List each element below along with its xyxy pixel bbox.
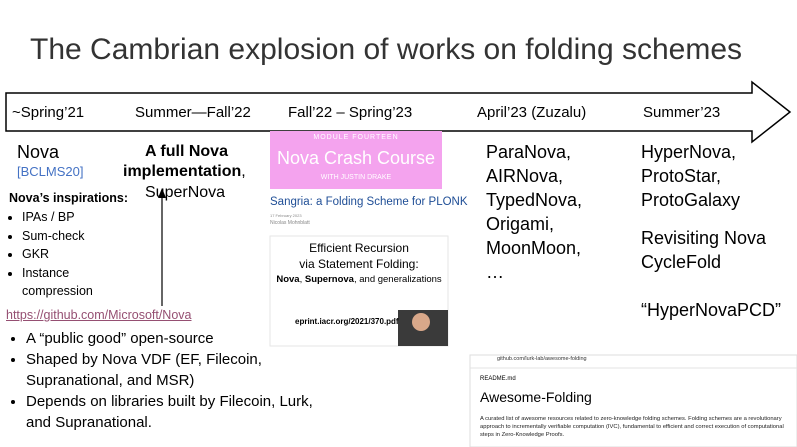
- nova: Nova: [17, 142, 60, 162]
- repo-shot: [469, 354, 797, 447]
- list: IPAs / BP Sum-check GKR Instance compres…: [8, 208, 122, 301]
- work: ProtoGalaxy: [641, 190, 741, 210]
- pointer-head: [158, 188, 166, 198]
- summer: HyperNova, ProtoStar, ProtoGalaxy Revisi…: [641, 140, 781, 322]
- period: Fall’22 – Spring’23: [288, 104, 413, 121]
- item: Depends on libraries built by Filecoin, …: [26, 391, 316, 433]
- period: April’23 (Zuzalu): [477, 104, 587, 121]
- repo-heading: Awesome-Folding: [480, 389, 592, 405]
- work: MoonMoon,: [486, 238, 582, 258]
- repo-desc: A curated list of awesome resources rela…: [480, 416, 784, 438]
- title: The Cambrian explosion of works on foldi…: [30, 33, 743, 66]
- period: Summer’23: [643, 104, 721, 121]
- paper: Efficient Recursion via Statement Foldin…: [270, 240, 448, 288]
- paper-line: Efficient Recursion: [309, 241, 409, 255]
- repo-url: github.com/lurk-lab/awesome-folding: [497, 356, 587, 362]
- s: , and generalizations: [353, 274, 442, 285]
- timeline-arrow: [5, 80, 792, 144]
- item: Shaped by Nova VDF (EF, Filecoin, Supran…: [26, 349, 316, 391]
- list: A “public good” open-source Shaped by No…: [6, 328, 316, 433]
- work: ParaNova,: [486, 142, 572, 162]
- impl-bold: implementation: [123, 163, 242, 180]
- sangria: Sangria: a Folding Scheme for PLONK: [270, 196, 468, 208]
- host: WITH JUSTIN DRAKE: [320, 174, 392, 181]
- paper-line: Nova, Supernova, and generalizations: [270, 272, 448, 288]
- course-banner: [270, 131, 442, 189]
- item: GKR: [22, 245, 122, 264]
- impl-rest: ,: [241, 163, 246, 180]
- period: ~Spring’21: [12, 104, 85, 121]
- course: Nova Crash Course: [276, 148, 436, 168]
- link[interactable]: https://github.com/Microsoft/Nova: [6, 308, 192, 322]
- period: Summer—Fall’22: [135, 104, 251, 121]
- work: Origami,: [486, 214, 555, 234]
- supernova: SuperNova: [145, 184, 226, 201]
- work: CycleFold: [641, 252, 722, 272]
- file: README.md: [480, 376, 516, 382]
- heading: Nova’s inspirations:: [9, 191, 129, 205]
- work: ProtoStar,: [641, 166, 722, 186]
- zuzalu: ParaNova, AIRNova, TypedNova, Origami, M…: [486, 140, 582, 284]
- impl: implementation,: [123, 163, 246, 181]
- paper-line: via Statement Folding:: [299, 257, 419, 271]
- b: Nova: [276, 274, 300, 285]
- impl: A full Nova: [145, 143, 228, 160]
- photo-face: [412, 313, 430, 331]
- item: IPAs / BP: [22, 208, 122, 227]
- work: …: [486, 262, 504, 282]
- s: ,: [299, 274, 305, 285]
- date: 17 February 2023: [270, 213, 302, 218]
- citation: [BCLMS20]: [17, 164, 84, 179]
- author: Nicolas Mohnblatt: [270, 220, 310, 226]
- item: Instance compression: [22, 264, 122, 301]
- module: MODULE FOURTEEN: [313, 134, 399, 141]
- work: HyperNova,: [641, 142, 737, 162]
- paper-url: eprint.iacr.org/2021/370.pdf: [295, 317, 399, 326]
- work: “HyperNovaPCD”: [641, 300, 782, 320]
- work: Revisiting Nova: [641, 228, 767, 248]
- item: Sum-check: [22, 227, 122, 246]
- item: A “public good” open-source: [26, 328, 316, 349]
- b: Supernova: [304, 274, 354, 285]
- work: AIRNova,: [486, 166, 564, 186]
- work: TypedNova,: [486, 190, 583, 210]
